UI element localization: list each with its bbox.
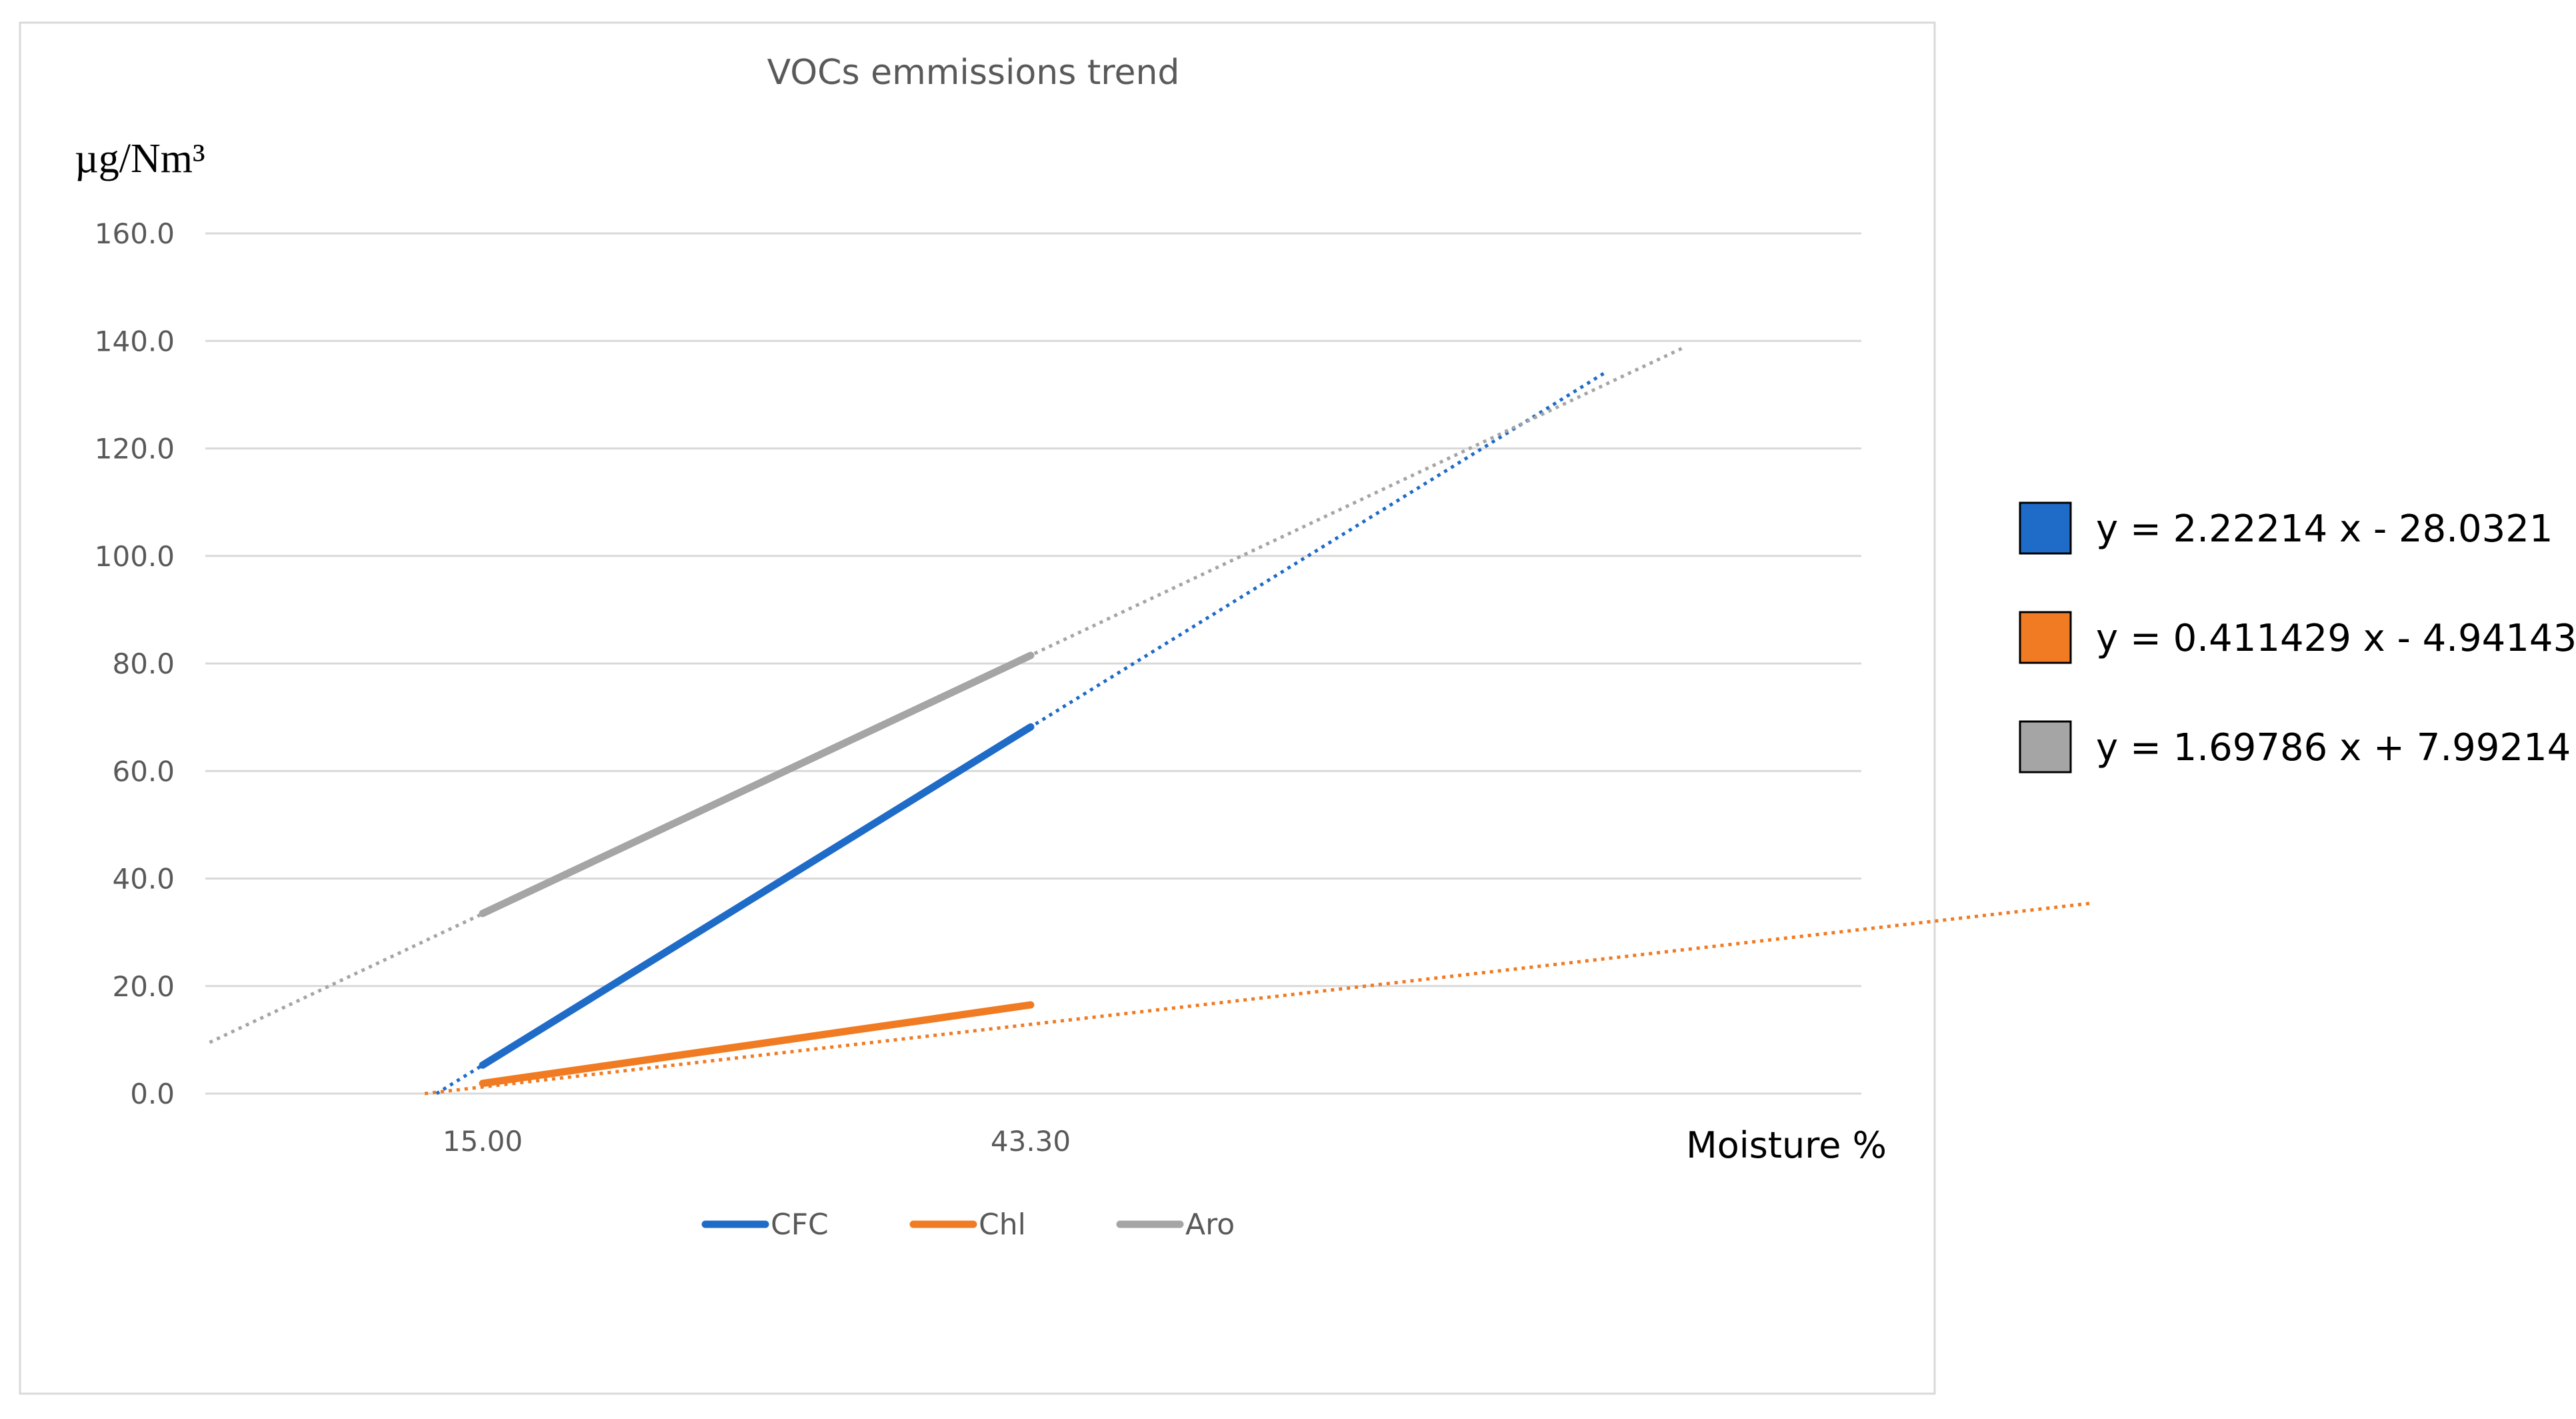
y-tick-label: 40.0 <box>112 863 175 896</box>
legend-label: Aro <box>1185 1208 1235 1242</box>
equation-entry: y = 2.22214 x - 28.0321 <box>2019 501 2553 555</box>
equation-entry: y = 0.411429 x - 4.94143 <box>2019 611 2576 664</box>
legend-entry-chl: Chl <box>909 1208 1026 1242</box>
series-legend: CFC Chl Aro <box>701 1208 1235 1242</box>
y-tick-label: 0.0 <box>130 1078 175 1110</box>
series-line-chl <box>479 1001 1035 1088</box>
x-tick-label: 43.30 <box>991 1125 1071 1158</box>
equation-entry: y = 1.69786 x + 7.99214 <box>2019 720 2571 774</box>
y-tick-label: 120.0 <box>95 433 175 465</box>
legend-entry-aro: Aro <box>1116 1208 1235 1242</box>
equation-swatch <box>2019 720 2072 774</box>
equation-swatch <box>2019 611 2072 664</box>
equation-label: y = 2.22214 x - 28.0321 <box>2096 507 2553 551</box>
y-tick-label: 60.0 <box>112 755 175 788</box>
y-tick-label: 100.0 <box>95 540 175 573</box>
equation-label: y = 1.69786 x + 7.99214 <box>2096 726 2571 770</box>
legend-entry-cfc: CFC <box>701 1208 829 1242</box>
gridlines <box>205 232 1861 1095</box>
y-tick-label: 20.0 <box>112 970 175 1003</box>
y-tick-label: 160.0 <box>95 217 175 250</box>
chart-frame <box>19 21 1936 1395</box>
series-lines <box>479 651 1035 1088</box>
y-tick-label: 80.0 <box>112 647 175 680</box>
chart-title: VOCs emmissions trend <box>767 53 1180 93</box>
equation-label: y = 0.411429 x - 4.94143 <box>2096 617 2576 660</box>
series-line-aro <box>479 651 1035 918</box>
legend-label: CFC <box>771 1208 829 1242</box>
x-tick-label: 15.00 <box>443 1125 523 1158</box>
trendline-equation-legend: y = 2.22214 x - 28.0321 y = 0.411429 x - … <box>2019 501 2576 774</box>
series-line-cfc <box>479 723 1035 1069</box>
y-tick-label: 140.0 <box>95 325 175 357</box>
x-axis-ticks: 15.00 43.30 <box>443 1125 1071 1158</box>
y-axis-label: µg/Nm³ <box>75 136 205 181</box>
legend-label: Chl <box>979 1208 1026 1242</box>
equation-swatch <box>2019 501 2072 555</box>
x-axis-label: Moisture % <box>1686 1124 1887 1166</box>
y-axis-ticks: 0.0 20.0 40.0 60.0 80.0 100.0 120.0 140.0 160.0 <box>95 217 175 1110</box>
